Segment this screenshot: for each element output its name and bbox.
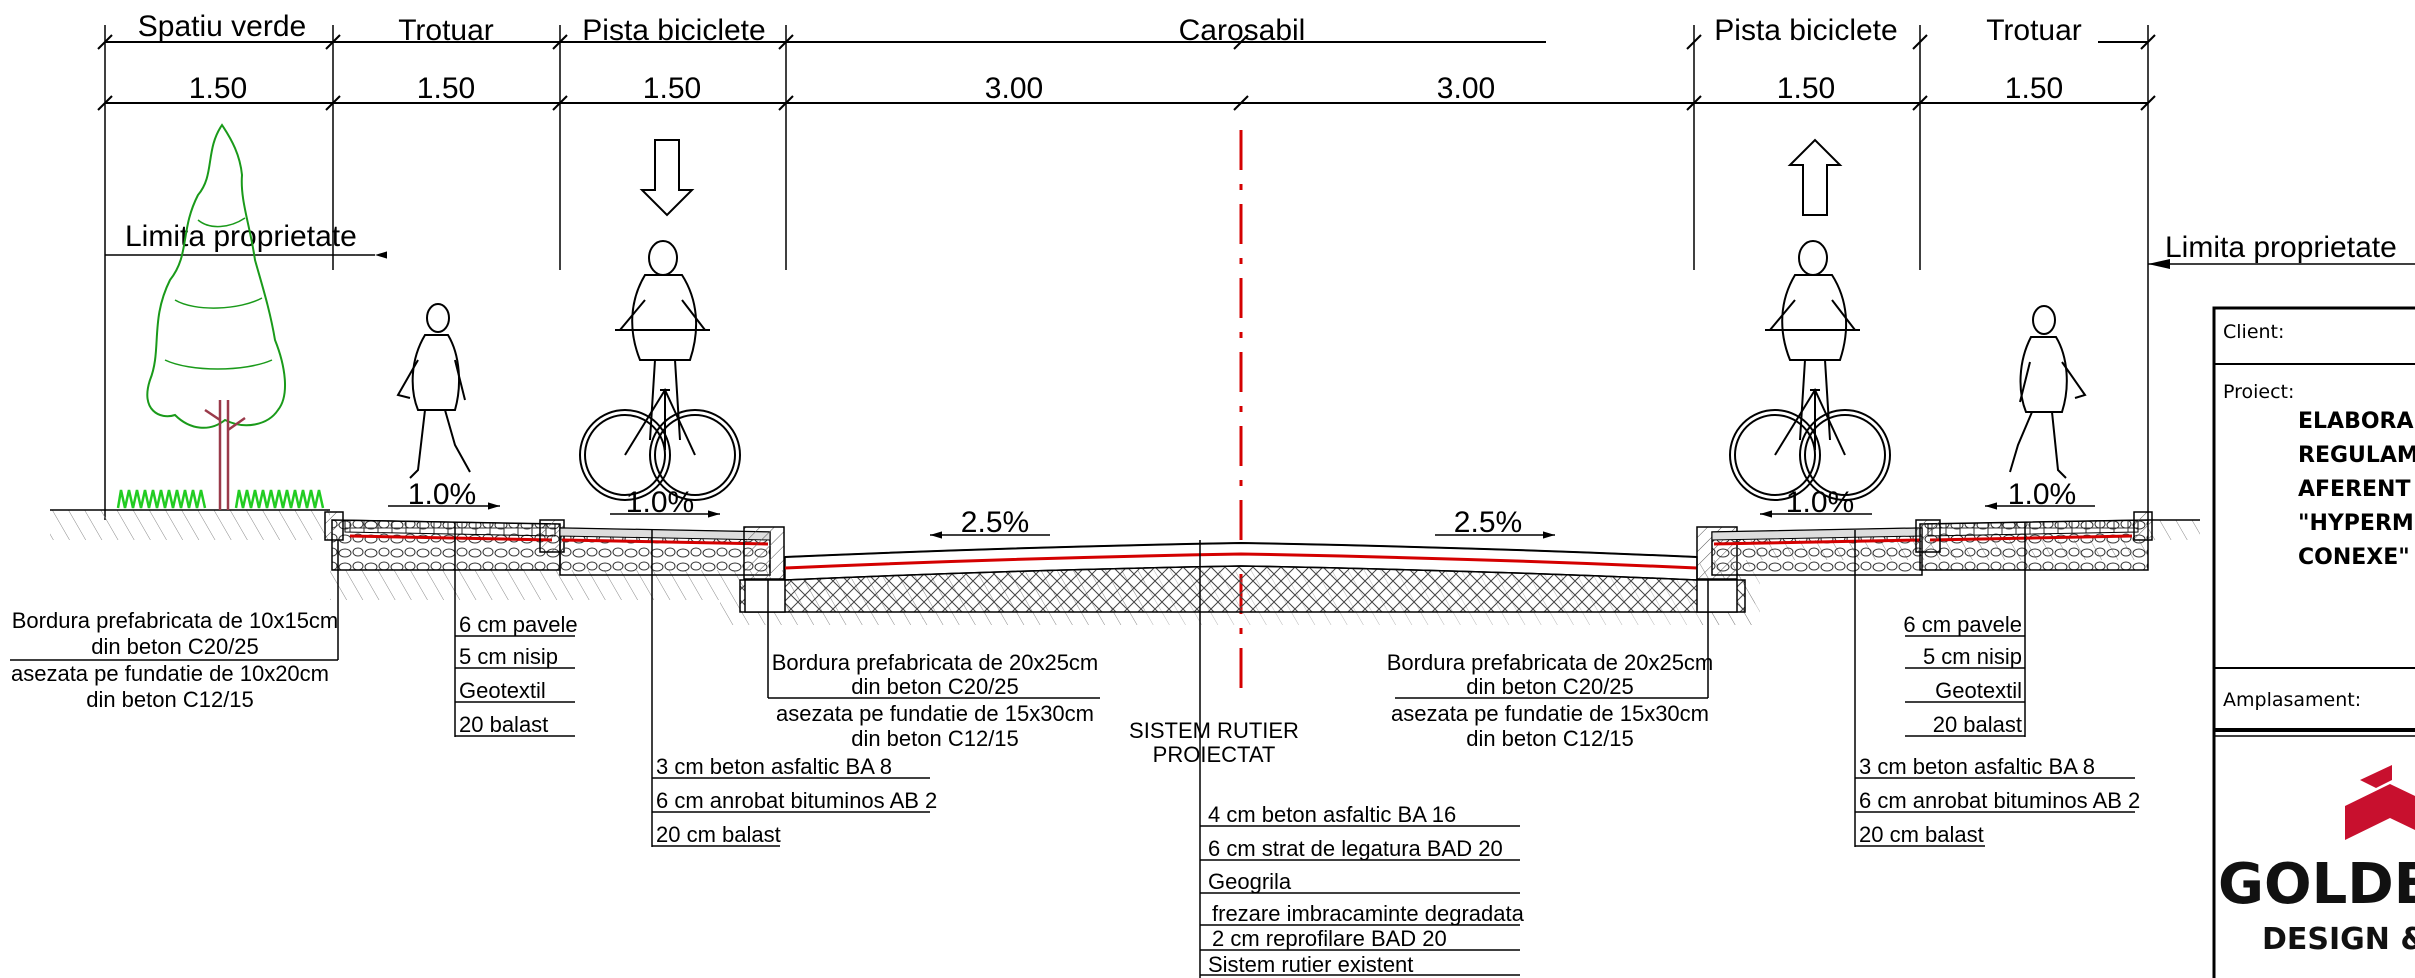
dim-value: 1.50 xyxy=(189,72,247,105)
property-limit-left: Limita proprietate xyxy=(125,220,357,253)
layer-road: 4 cm beton asfaltic BA 16 xyxy=(1208,802,1456,827)
note-curb-left: Bordura prefabricata de 20x25cm xyxy=(772,650,1099,675)
zone-label-trotuar-right: Trotuar xyxy=(1986,14,2082,47)
title-block-proiect-label: Proiect: xyxy=(2223,381,2294,403)
dim-value: 1.50 xyxy=(417,72,475,105)
property-limit-right: Limita proprietate xyxy=(2165,231,2397,264)
layer-bike-left: 6 cm anrobat bituminos AB 2 xyxy=(656,788,937,813)
zone-label-pista-right: Pista biciclete xyxy=(1714,14,1897,47)
slope-label: 1.0% xyxy=(408,478,476,511)
slope-label: 2.5% xyxy=(1454,506,1522,539)
pedestrian-left-icon xyxy=(396,303,471,479)
layer-road: Sistem rutier existent xyxy=(1208,952,1413,977)
zone-label-trotuar-left: Trotuar xyxy=(398,14,494,47)
note-curb-small: Bordura prefabricata de 10x15cm xyxy=(12,608,339,633)
layer-sidewalk-left: 5 cm nisip xyxy=(459,644,558,669)
layer-road: Geogrila xyxy=(1208,869,1292,894)
note-curb-left: asezata pe fundatie de 15x30cm xyxy=(776,701,1094,726)
note-curb-small: asezata pe fundatie de 10x20cm xyxy=(11,661,329,686)
zone-label-pista-left: Pista biciclete xyxy=(582,14,765,47)
zone-label-spatiu-verde: Spatiu verde xyxy=(138,10,306,43)
pedestrian-right-icon xyxy=(2009,305,2087,479)
grass-icon xyxy=(116,489,325,509)
company-logo-name: GOLDB xyxy=(2218,852,2415,917)
layer-sidewalk-left: 20 balast xyxy=(459,712,548,737)
layer-sidewalk-right: 5 cm nisip xyxy=(1923,644,2022,669)
note-curb-left: din beton C12/15 xyxy=(851,726,1019,751)
dim-value: 3.00 xyxy=(1437,72,1495,105)
layer-bike-left: 3 cm beton asfaltic BA 8 xyxy=(656,754,892,779)
title-block-proiect-line: CONEXE" xyxy=(2298,545,2410,570)
leader-lines xyxy=(10,522,2135,978)
title-block-proiect-line: "HYPERM xyxy=(2298,511,2414,536)
note-curb-small: din beton C20/25 xyxy=(91,634,259,659)
layer-bike-right: 3 cm beton asfaltic BA 8 xyxy=(1859,754,2095,779)
layer-sidewalk-right: 20 balast xyxy=(1933,712,2022,737)
company-logo: GOLDB DESIGN & xyxy=(2218,765,2415,957)
layer-road: 6 cm strat de legatura BAD 20 xyxy=(1208,836,1503,861)
company-logo-tagline: DESIGN & xyxy=(2262,922,2415,957)
layer-sidewalk-right: 6 cm pavele xyxy=(1903,612,2022,637)
cyclist-right-icon xyxy=(1729,240,1891,501)
dimension-tick xyxy=(1233,34,1249,50)
road-cross-section xyxy=(50,509,2200,625)
title-block-proiect-line: AFERENT xyxy=(2298,477,2410,502)
slope-label: 1.0% xyxy=(2008,478,2076,511)
slope-label: 1.0% xyxy=(626,486,694,519)
tree-icon xyxy=(146,123,286,510)
title-block-client-label: Client: xyxy=(2223,321,2284,343)
title-block-proiect-line: ELABORA xyxy=(2298,409,2414,434)
note-sistem-rutier: PROIECTAT xyxy=(1153,742,1276,767)
layer-sidewalk-left: Geotextil xyxy=(459,678,546,703)
arrow-up-icon xyxy=(1787,138,1843,216)
arrow-down-icon xyxy=(639,139,695,217)
layer-road: 2 cm reprofilare BAD 20 xyxy=(1212,926,1447,951)
slope-label: 2.5% xyxy=(961,506,1029,539)
slope-label: 1.0% xyxy=(1786,486,1854,519)
note-curb-left: din beton C20/25 xyxy=(851,674,1019,699)
note-sistem-rutier: SISTEM RUTIER xyxy=(1129,718,1299,743)
dim-value: 3.00 xyxy=(985,72,1043,105)
layer-bike-right: 6 cm anrobat bituminos AB 2 xyxy=(1859,788,2140,813)
dim-value: 1.50 xyxy=(643,72,701,105)
zone-label-carosabil: Carosabil xyxy=(1179,14,1306,47)
dim-value: 1.50 xyxy=(1777,72,1835,105)
note-curb-right: din beton C20/25 xyxy=(1466,674,1634,699)
dimension-tick xyxy=(1233,95,1249,111)
layer-road: frezare imbracaminte degradata xyxy=(1212,901,1525,926)
note-curb-right: din beton C12/15 xyxy=(1466,726,1634,751)
layer-sidewalk-right: Geotextil xyxy=(1935,678,2022,703)
note-curb-right: asezata pe fundatie de 15x30cm xyxy=(1391,701,1709,726)
dim-value: 1.50 xyxy=(2005,72,2063,105)
cyclist-left-icon xyxy=(579,240,741,501)
title-block-amplasament-label: Amplasament: xyxy=(2223,689,2361,711)
extension-lines xyxy=(104,25,2149,520)
layer-sidewalk-left: 6 cm pavele xyxy=(459,612,578,637)
title-block xyxy=(2212,306,2415,978)
layer-bike-right: 20 cm balast xyxy=(1859,822,1984,847)
title-block-proiect-line: REGULAM xyxy=(2298,443,2415,468)
note-curb-small: din beton C12/15 xyxy=(86,687,254,712)
layer-bike-left: 20 cm balast xyxy=(656,822,781,847)
slope-arrows xyxy=(388,502,2095,539)
note-curb-right: Bordura prefabricata de 20x25cm xyxy=(1387,650,1714,675)
